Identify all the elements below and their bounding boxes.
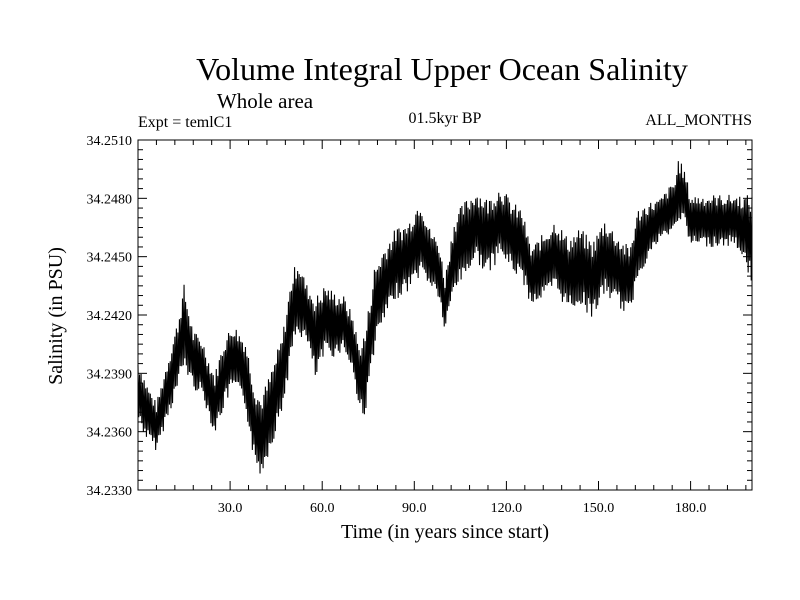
months-label: ALL_MONTHS <box>645 112 752 129</box>
expt-label: Expt = temlC1 <box>138 114 232 131</box>
y-tick-label: 34.2420 <box>87 309 133 324</box>
x-tick-label: 30.0 <box>218 501 243 516</box>
chart-title: Volume Integral Upper Ocean Salinity <box>196 51 688 87</box>
y-tick-label: 34.2450 <box>87 251 133 266</box>
x-tick-label: 60.0 <box>310 501 335 516</box>
y-axis-label: Salinity (in PSU) <box>45 247 67 385</box>
period-label: 01.5kyr BP <box>409 110 482 127</box>
y-tick-label: 34.2510 <box>87 134 133 149</box>
y-tick-label: 34.2330 <box>87 484 133 499</box>
x-tick-label: 90.0 <box>402 501 427 516</box>
salinity-series-line <box>137 161 753 474</box>
y-tick-label: 34.2390 <box>87 367 133 382</box>
y-tick-label: 34.2480 <box>87 192 133 207</box>
x-tick-label: 120.0 <box>491 501 523 516</box>
x-tick-label: 150.0 <box>583 501 615 516</box>
x-axis-label: Time (in years since start) <box>341 521 549 543</box>
chart-subtitle: Whole area <box>217 89 314 113</box>
y-tick-label: 34.2360 <box>87 426 133 441</box>
plot-area: 34.2330 34.2360 34.2390 34.2420 34.2450 34.24… <box>87 134 753 516</box>
x-tick-label: 180.0 <box>675 501 707 516</box>
